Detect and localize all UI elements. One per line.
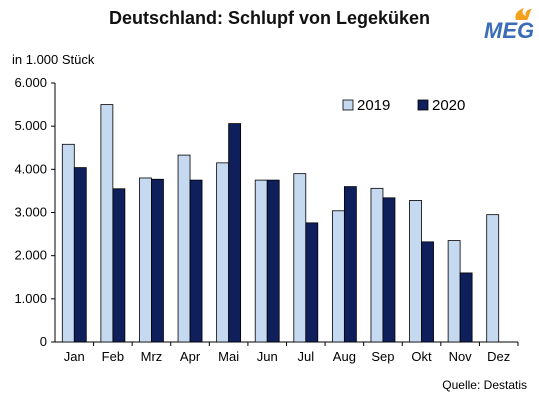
chart-axes: 0 1.000 2.000 3.000 4.000 5.000 6.000 Jan Feb Mrz… <box>14 75 519 364</box>
bar-2020-Jun <box>266 179 280 343</box>
bar-2019-Dez <box>486 214 500 343</box>
bar-2019-Nov <box>447 240 461 343</box>
x-tick-label: Jul <box>297 349 314 364</box>
chart-legend: 2019 2020 <box>342 97 465 114</box>
bar-2019-Feb <box>100 104 114 343</box>
bar-2019-Jan <box>61 143 75 343</box>
bar-2020-Sep <box>382 197 396 343</box>
bar-2020-Okt <box>421 241 434 343</box>
x-tick-label: Aug <box>333 349 356 364</box>
chart-title: Deutschland: Schlupf von Legeküken <box>108 8 431 28</box>
y-tick-label: 6.000 <box>14 75 47 90</box>
x-tick-label: Sep <box>371 349 394 364</box>
bar-2019-Mrz <box>139 177 152 343</box>
x-tick-label: Nov <box>449 349 473 364</box>
y-tick-label: 5.000 <box>14 118 47 133</box>
y-tick-label: 1.000 <box>14 291 47 306</box>
bar-2020-Mai <box>228 123 242 343</box>
x-tick-label: Okt <box>411 349 432 364</box>
logo-text: MEG <box>484 18 534 43</box>
bar-2020-Jul <box>305 222 319 343</box>
x-tick-label: Mrz <box>141 349 163 364</box>
y-tick-label: 2.000 <box>14 248 47 263</box>
legend-swatch-2019 <box>342 99 354 111</box>
bar-2019-Aug <box>331 210 345 343</box>
meg-logo: MEG <box>484 8 534 43</box>
legend-label-2020: 2020 <box>432 97 465 114</box>
x-tick-label: Jun <box>257 349 278 364</box>
y-tick-label: 3.000 <box>14 205 47 220</box>
bar-2020-Apr <box>189 179 203 343</box>
bar-2020-Mrz <box>151 178 164 343</box>
bar-2019-Mai <box>216 162 230 343</box>
bar-2020-Nov <box>459 272 473 343</box>
legend-label-2019: 2019 <box>357 97 390 114</box>
logo-flame-icon <box>515 8 532 20</box>
source-note: Quelle: Destatis <box>442 378 527 392</box>
bar-2020-Jan <box>73 167 87 343</box>
bar-2019-Apr <box>177 154 191 343</box>
chart-bars <box>61 104 500 343</box>
bar-2020-Feb <box>112 188 126 343</box>
bar-2020-Aug <box>343 186 357 343</box>
legend-swatch-2020 <box>417 99 429 111</box>
bar-2019-Jul <box>293 173 307 343</box>
x-tick-label: Dez <box>487 349 510 364</box>
y-tick-label: 4.000 <box>14 161 47 176</box>
bar-2019-Okt <box>409 200 422 343</box>
bar-2019-Jun <box>254 179 268 343</box>
y-tick-label: 0 <box>40 334 47 349</box>
x-tick-label: Feb <box>102 349 124 364</box>
x-tick-label: Mai <box>218 349 239 364</box>
x-tick-label: Jan <box>64 349 85 364</box>
bar-2019-Sep <box>370 187 384 343</box>
x-tick-label: Apr <box>180 349 201 364</box>
y-unit-label: in 1.000 Stück <box>12 52 95 67</box>
